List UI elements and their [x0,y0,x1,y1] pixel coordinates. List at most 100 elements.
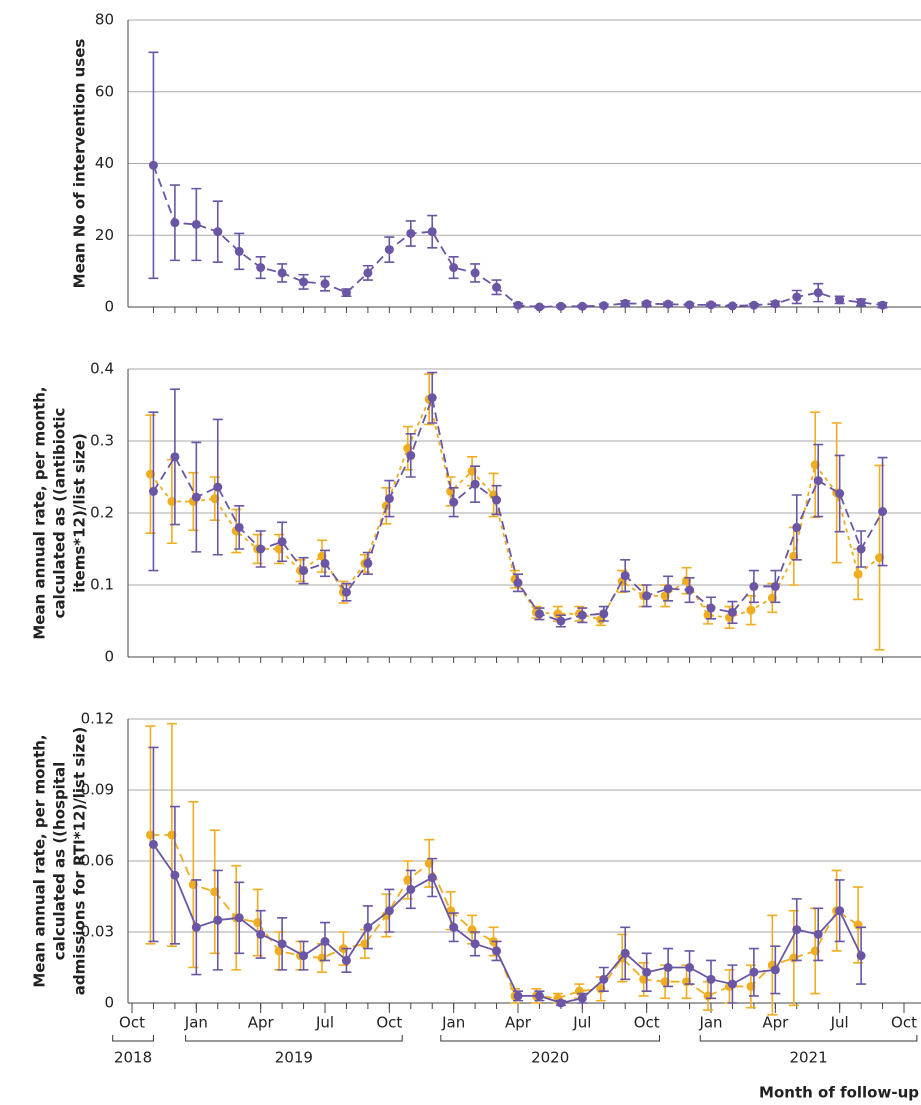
point [492,946,502,956]
point [341,955,351,965]
point [534,991,544,1001]
series-line [149,396,881,621]
point [384,245,394,255]
x-tick-label: Oct [634,1014,660,1032]
point [685,963,695,972]
y-axis-label: Mean No of intervention uses [71,39,89,289]
year-bracket [699,1035,918,1042]
point [599,609,609,619]
point [792,292,802,302]
point [299,277,309,287]
point [320,558,330,568]
point [213,482,223,492]
point [299,951,309,961]
point [813,476,823,486]
point [642,591,652,601]
point [770,299,780,309]
point [856,951,866,961]
point [770,965,780,975]
point [813,288,823,298]
x-tick-label: Apr [762,1014,789,1032]
series-line [152,843,862,1004]
point [856,297,866,307]
point [256,263,266,273]
point [770,581,780,591]
point [320,279,330,289]
point [256,544,266,554]
point [191,922,201,932]
y-axis-label: calculated as ((hospital [51,762,69,961]
point [513,300,523,310]
point [727,979,737,989]
point [320,936,330,946]
point [706,300,716,310]
point [835,295,845,305]
point [577,301,587,311]
point [853,569,863,579]
point [384,906,394,916]
point [878,507,888,517]
point [556,301,566,311]
point [813,929,823,939]
x-axis-label: Month of follow-up [759,1084,919,1102]
point [577,993,587,1003]
x-tick-label: Jul [315,1014,334,1032]
x-tick-label: Jul [830,1014,849,1032]
point [470,479,480,489]
x-tick-label: Apr [505,1014,532,1032]
y-axis-label: calculated as ((antibiotic [51,408,69,619]
y-tick-label: 0 [104,994,114,1012]
y-tick-label: 20 [95,226,114,244]
point [234,246,244,256]
year-bracket [185,1035,403,1042]
year-bracket [112,1035,154,1042]
point [191,219,201,229]
y-tick-label: 40 [95,154,114,172]
point [556,616,566,626]
x-tick-label: Jan [441,1014,465,1032]
y-axis-label: items*12)/list size) [71,433,89,593]
point [449,263,459,273]
point [599,974,609,984]
point [191,492,201,502]
y-axis-label: Mean annual rate, per month, [31,386,49,639]
point [620,948,630,958]
y-tick-label: 0 [104,298,114,316]
point [749,581,759,591]
point [427,873,437,883]
x-tick-label: Jul [572,1014,591,1032]
point [513,578,523,588]
y-tick-label: 0 [104,648,114,666]
point [363,922,373,932]
point [213,227,223,237]
point [234,913,244,923]
point [384,494,394,504]
point [534,302,544,312]
point [556,998,566,1008]
point [835,906,845,916]
x-tick-label: Oct [119,1014,145,1032]
point [170,870,180,880]
point [406,228,416,238]
point [620,298,630,308]
point [492,495,502,505]
point [427,393,437,403]
y-tick-label: 0.1 [90,576,114,594]
point [470,268,480,278]
point [534,609,544,619]
point [427,227,437,237]
year-label: 2021 [789,1049,827,1067]
y-axis-label: Mean annual rate, per month, [31,734,49,987]
x-tick-label: Oct [376,1014,402,1032]
point [277,939,287,949]
point [727,301,737,311]
y-tick-label: 0.03 [81,923,114,941]
year-label: 2020 [531,1049,569,1067]
point [727,607,737,617]
y-tick-label: 80 [95,11,114,29]
point [449,922,459,932]
point [363,558,373,568]
point [663,584,673,594]
point [406,884,416,894]
